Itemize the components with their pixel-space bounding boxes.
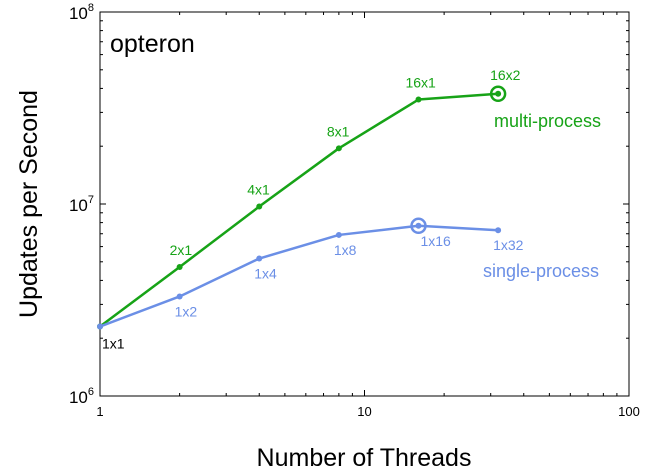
point-label-multi-process: 8x1 bbox=[327, 123, 350, 139]
point-label-multi-process: 2x1 bbox=[170, 242, 193, 258]
highlight-marker-multi-process bbox=[489, 85, 507, 103]
y-axis-title: Updates per Second bbox=[15, 90, 43, 318]
y-tick-label: 107 bbox=[69, 194, 94, 215]
y-axis: 106 107 108 bbox=[69, 2, 629, 407]
point-label-single-process: 1x4 bbox=[254, 266, 277, 282]
point-label-origin: 1x1 bbox=[102, 336, 125, 352]
data-point-multi-process bbox=[495, 90, 502, 97]
series-line-single-process bbox=[99, 224, 499, 328]
data-point-single-process bbox=[335, 231, 342, 238]
plot-frame bbox=[99, 11, 630, 397]
label-layer: 2x1 4x1 8x1 16x1 16x2 multi-process 1x2 1x4 1x8 1… bbox=[102, 67, 601, 352]
data-point-single-process bbox=[415, 222, 422, 229]
data-point-single-process bbox=[495, 227, 502, 234]
series-layer bbox=[97, 85, 507, 330]
x-axis-title: Number of Threads bbox=[257, 444, 472, 472]
x-tick-label: 100 bbox=[618, 404, 640, 419]
series-line-multi-process bbox=[99, 92, 499, 328]
data-point-multi-process bbox=[415, 96, 422, 103]
data-point-single-process bbox=[176, 293, 183, 300]
highlight-marker-single-process bbox=[410, 217, 427, 235]
point-label-single-process: 1x32 bbox=[493, 237, 524, 253]
point-label-single-process: 1x16 bbox=[420, 233, 451, 249]
point-label-single-process: 1x2 bbox=[175, 303, 198, 319]
chart-title: opteron bbox=[110, 30, 195, 58]
data-point-multi-process bbox=[335, 145, 342, 152]
series-label-multi-process: multi-process bbox=[494, 111, 601, 131]
x-tick-label: 1 bbox=[96, 404, 103, 419]
point-label-single-process: 1x8 bbox=[334, 242, 357, 258]
point-label-multi-process: 16x2 bbox=[490, 67, 521, 83]
y-tick-label: 106 bbox=[69, 386, 94, 407]
point-label-multi-process: 16x1 bbox=[405, 75, 436, 91]
point-label-multi-process: 4x1 bbox=[247, 182, 270, 198]
data-point-single-process bbox=[97, 323, 103, 330]
series-label-single-process: single-process bbox=[483, 261, 599, 281]
y-tick-label: 108 bbox=[69, 2, 94, 23]
data-point-multi-process bbox=[176, 263, 183, 270]
data-point-multi-process bbox=[256, 203, 263, 210]
x-tick-label: 10 bbox=[357, 404, 371, 419]
data-point-single-process bbox=[256, 255, 263, 262]
x-axis: 1 10 100 bbox=[96, 12, 640, 419]
